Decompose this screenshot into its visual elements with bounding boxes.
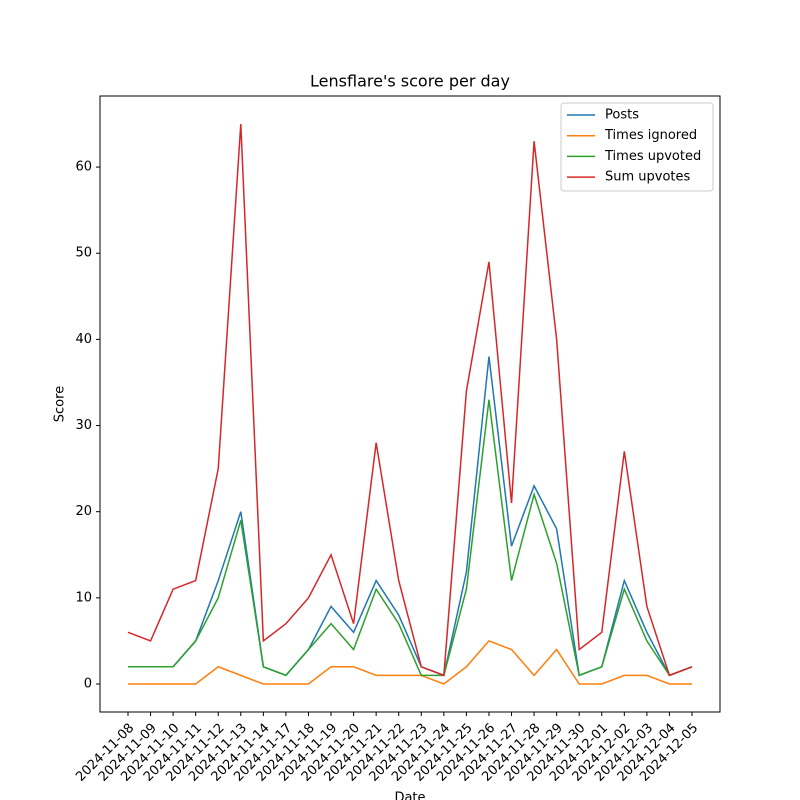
legend-label: Posts — [605, 108, 639, 123]
line-series — [127, 123, 693, 677]
legend-label: Times upvoted — [604, 149, 701, 164]
legend-label: Sum upvotes — [605, 170, 691, 185]
x-axis-label: Date — [394, 791, 425, 800]
legend-box — [560, 102, 714, 192]
legend-label: Times ignored — [604, 128, 697, 143]
y-axis-label: Score — [53, 386, 68, 422]
line-series — [128, 640, 692, 685]
line-series — [128, 356, 693, 677]
y-tick-label: 20 — [75, 504, 92, 519]
line-series — [128, 399, 693, 677]
chart-title: Lensflare's score per day — [310, 72, 510, 91]
y-tick-label: 50 — [75, 246, 92, 261]
y-tick-label: 0 — [84, 677, 92, 692]
y-tick-label: 60 — [75, 160, 92, 175]
plot-frame — [99, 95, 721, 713]
y-tick-label: 40 — [75, 332, 92, 347]
y-tick-label: 30 — [75, 418, 92, 433]
y-tick-label: 10 — [75, 590, 92, 605]
